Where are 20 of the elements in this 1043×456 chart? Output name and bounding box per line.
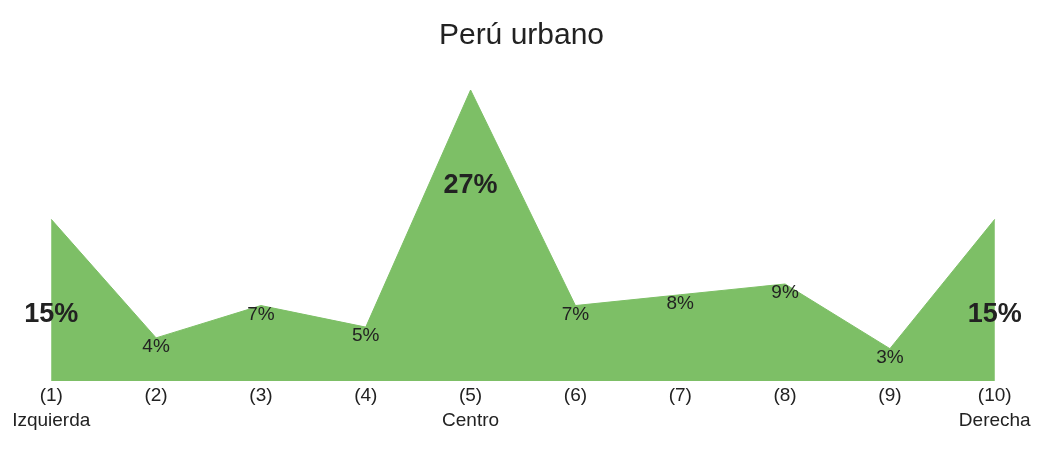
x-tick-label: (4) — [354, 384, 378, 405]
x-tick-label: (2) — [144, 384, 168, 405]
data-label: 15% — [967, 298, 1022, 329]
data-label: 3% — [876, 345, 904, 367]
x-tick-label: (9) — [878, 384, 902, 405]
x-tick-label: (3) — [249, 384, 273, 405]
x-tick-label: (6) — [563, 384, 588, 405]
x-tick-label: (8) — [773, 384, 797, 405]
data-label: 27% — [443, 168, 498, 199]
x-tick-label: (10) Derecha — [958, 384, 1032, 430]
data-label: 5% — [352, 324, 380, 346]
x-tick-label: (7) — [668, 384, 692, 405]
data-label: 4% — [142, 335, 170, 357]
x-tick-label: (1) Izquierda — [12, 384, 91, 430]
x-tick-label: (5) Centro — [442, 384, 500, 430]
chart-title: Perú urbano — [438, 16, 605, 50]
data-label: 7% — [247, 302, 275, 324]
data-label: 9% — [771, 281, 799, 303]
data-label: 8% — [666, 292, 695, 314]
data-label: 7% — [561, 302, 590, 324]
